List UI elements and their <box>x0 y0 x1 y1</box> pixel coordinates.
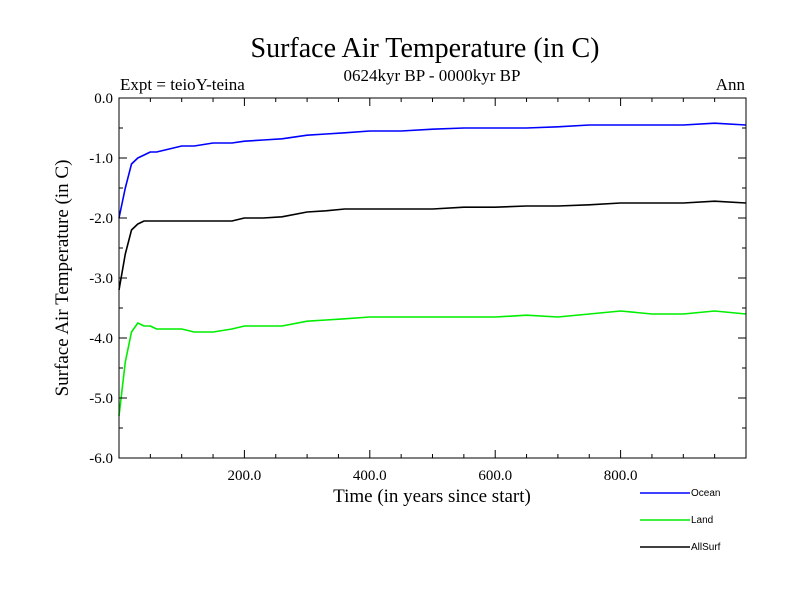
y-tick-label: -6.0 <box>89 451 113 467</box>
series-layer <box>118 122 747 417</box>
y-tick-label: -3.0 <box>89 271 113 287</box>
x-tick-label: 200.0 <box>228 468 262 484</box>
series-line-ocean <box>118 122 747 219</box>
x-tick-label: 400.0 <box>353 468 387 484</box>
legend-label-ocean: Ocean <box>691 488 720 499</box>
legend-label-land: Land <box>691 515 713 526</box>
axis-layer: 200.0 400.0 600.0 800.0 0.0 -1.0 -2.0 -3.0 -4.0 -… <box>89 91 746 484</box>
chart-subtitle: 0624kyr BP - 0000kyr BP <box>344 66 521 85</box>
series-line-land <box>118 310 747 417</box>
legend: Ocean Land AllSurf <box>640 488 721 553</box>
y-tick-label: -1.0 <box>89 151 113 167</box>
x-tick-label: 800.0 <box>604 468 638 484</box>
chart-title: Surface Air Temperature (in C) <box>251 33 600 64</box>
y-axis-label: Surface Air Temperature (in C) <box>52 160 73 397</box>
plot-frame <box>118 97 747 459</box>
y-tick-label: -5.0 <box>89 391 113 407</box>
period-label: Ann <box>716 75 746 94</box>
x-tick-label: 600.0 <box>478 468 512 484</box>
y-tick-label: 0.0 <box>94 91 113 107</box>
series-line-allsurf <box>118 200 747 291</box>
x-axis-label: Time (in years since start) <box>333 486 531 507</box>
expt-label: Expt = teioY-teina <box>120 75 245 94</box>
y-tick-label: -2.0 <box>89 211 113 227</box>
y-tick-label: -4.0 <box>89 331 113 347</box>
legend-label-allsurf: AllSurf <box>691 542 721 553</box>
